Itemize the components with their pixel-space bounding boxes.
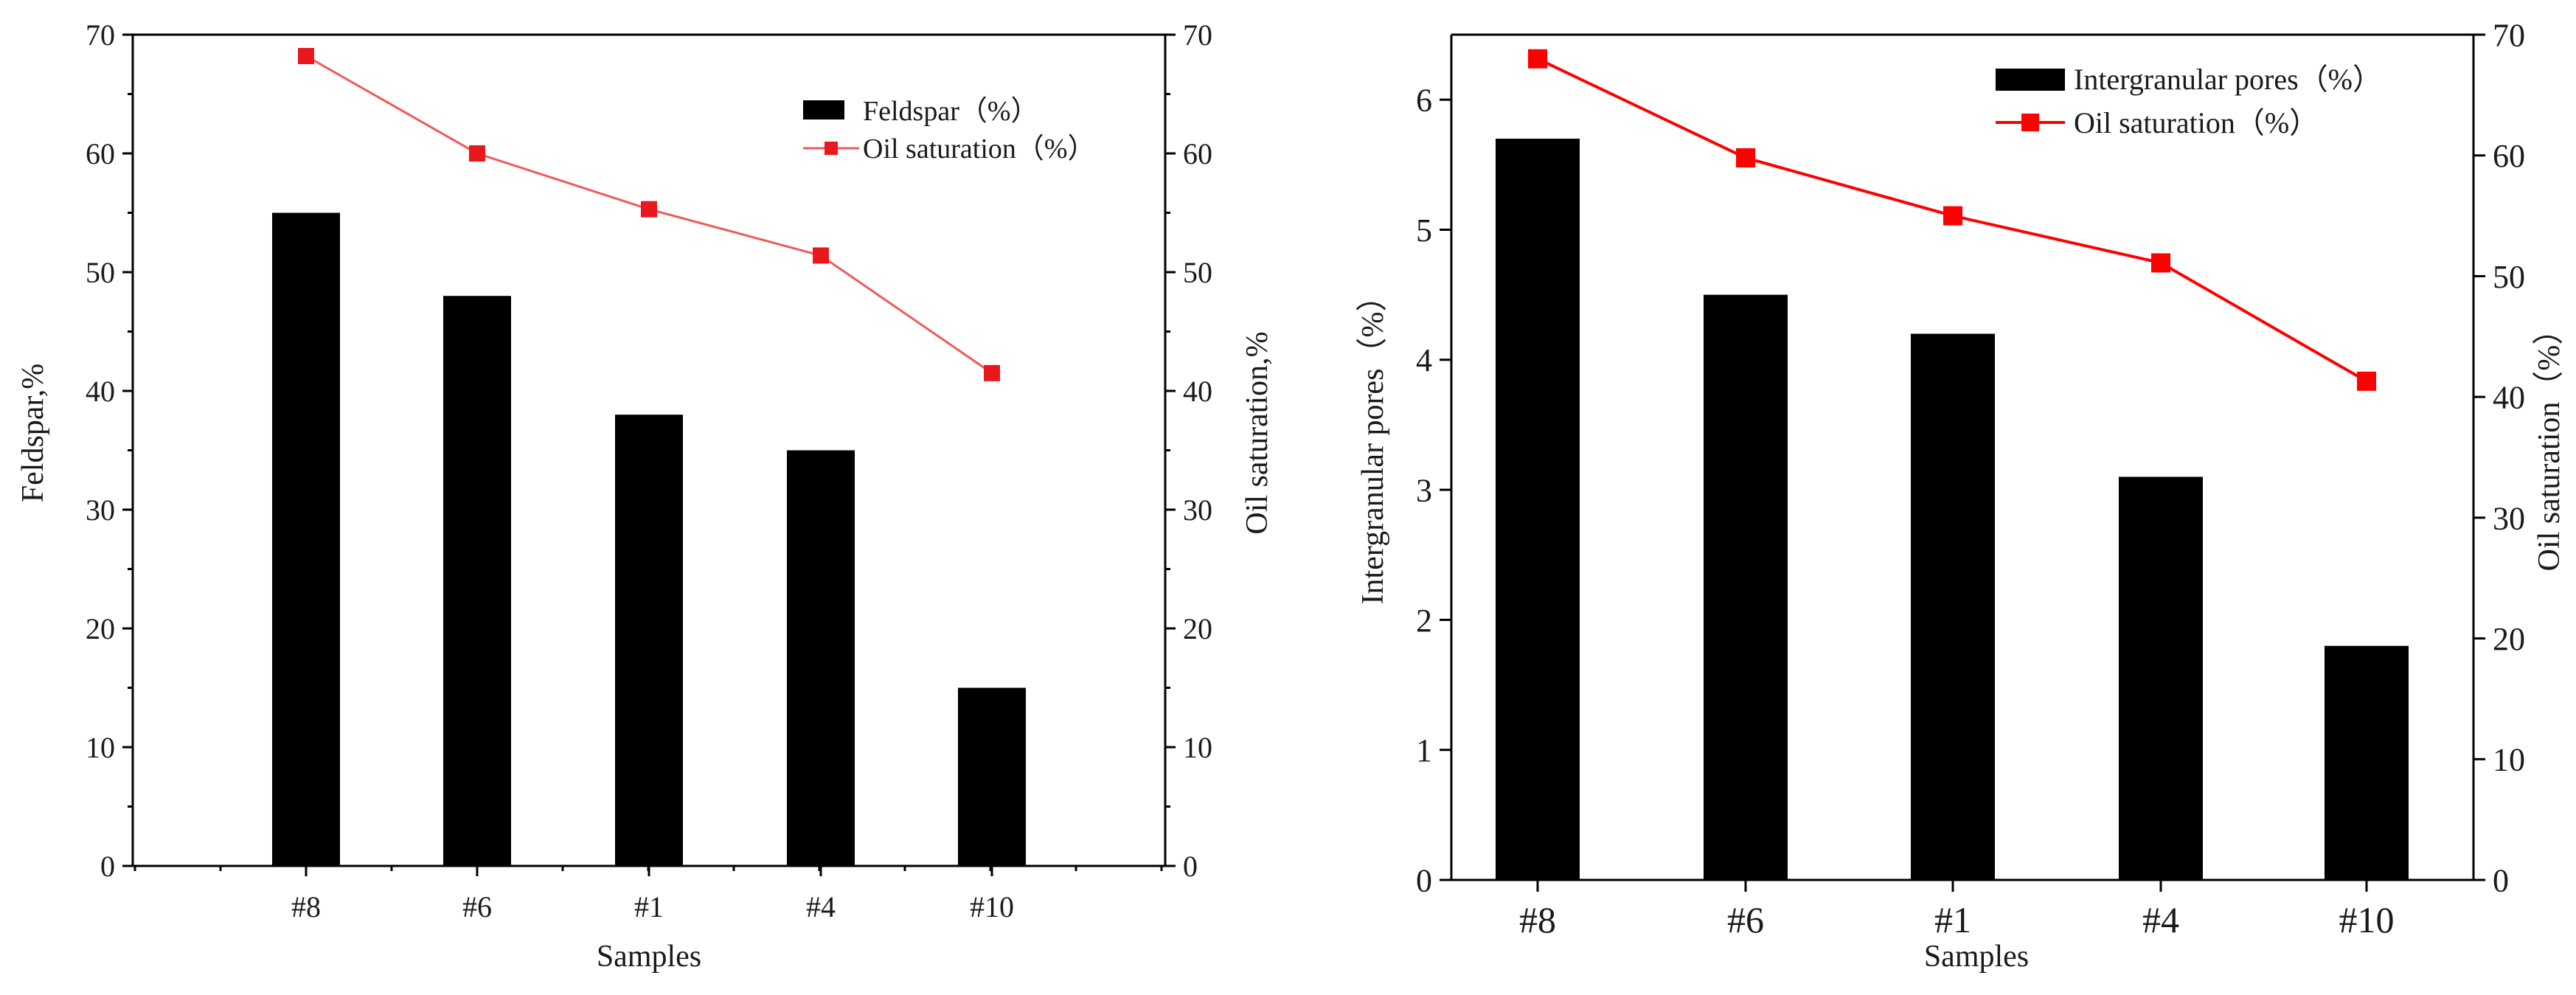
right-legend: Intergranular pores（%） Oil saturation（%） bbox=[1996, 63, 2382, 139]
left-x-tick-label: #4 bbox=[806, 890, 836, 923]
left-y-tick-label: 70 bbox=[86, 18, 115, 52]
feldspar-chart: 0 10 20 30 40 50 60 70 0 10 20 30 40 50 60 70 #8 #6 #1 #4 #1… bbox=[16, 18, 1274, 974]
right-oil-saturation-point-2 bbox=[1943, 206, 1962, 226]
right-x-tick-label: #8 bbox=[1519, 899, 1556, 940]
left-bar-2 bbox=[615, 415, 683, 866]
right-y-axis-label: Intergranular pores（%） bbox=[1356, 281, 1390, 605]
left-legend-line-marker bbox=[824, 142, 838, 155]
left-bar-0 bbox=[272, 212, 340, 866]
right-y-tick-label: 1 bbox=[1416, 732, 1432, 769]
right-x-axis-label: Samples bbox=[1924, 940, 2029, 974]
right-y-tick-label: 2 bbox=[1416, 603, 1432, 639]
left-oil-saturation-point-1 bbox=[469, 145, 485, 162]
left-legend-bar-label: Feldspar（%） bbox=[863, 96, 1039, 127]
right-y2-tick-label: 60 bbox=[2493, 138, 2525, 174]
left-y-tick-label: 0 bbox=[100, 850, 115, 883]
left-x-tick-label: #1 bbox=[634, 890, 664, 923]
left-y2-tick-label: 50 bbox=[1183, 256, 1212, 289]
left-y-tick-label: 50 bbox=[86, 256, 115, 289]
right-legend-line-label: Oil saturation（%） bbox=[2074, 106, 2319, 139]
left-oil-saturation-point-0 bbox=[298, 47, 314, 64]
left-x-tick-label: #10 bbox=[970, 890, 1014, 923]
left-oil-saturation-point-3 bbox=[813, 247, 829, 264]
left-y2-tick-label: 70 bbox=[1183, 18, 1212, 52]
right-legend-bar-label: Intergranular pores（%） bbox=[2074, 63, 2382, 96]
left-bar-3 bbox=[787, 450, 855, 866]
right-y-tick-label: 6 bbox=[1416, 83, 1432, 119]
right-chart-axes bbox=[1450, 33, 2475, 881]
left-y-tick-label: 30 bbox=[86, 493, 115, 527]
right-bar-1 bbox=[1704, 294, 1788, 881]
left-legend: Feldspar（%） Oil saturation（%） bbox=[803, 96, 1096, 164]
left-y-tick-label: 20 bbox=[86, 612, 115, 645]
right-oil-saturation-point-1 bbox=[1736, 148, 1755, 167]
right-legend-bar-swatch bbox=[1996, 69, 2065, 91]
right-x-tick-label: #6 bbox=[1727, 899, 1764, 940]
right-y2-tick-label: 70 bbox=[2493, 17, 2525, 53]
right-x-tick-label: #10 bbox=[2339, 899, 2395, 940]
right-bar-3 bbox=[2119, 476, 2203, 880]
left-y2-tick-label: 60 bbox=[1183, 137, 1212, 170]
right-y2-tick-label: 10 bbox=[2493, 742, 2525, 778]
left-y2-tick-label: 30 bbox=[1183, 493, 1212, 527]
left-y-tick-label: 60 bbox=[86, 137, 115, 170]
right-legend-line-marker bbox=[2021, 114, 2039, 131]
left-x-axis-label: Samples bbox=[597, 940, 701, 974]
left-bar-1 bbox=[443, 296, 511, 866]
left-y-tick-label: 40 bbox=[86, 375, 115, 408]
right-bar-0 bbox=[1496, 139, 1580, 881]
left-x-tick-label: #8 bbox=[291, 890, 321, 923]
right-y2-axis-label: Oil saturation（%） bbox=[2532, 314, 2566, 572]
right-oil-saturation-line bbox=[1528, 49, 2376, 391]
left-chart-ticks: 0 10 20 30 40 50 60 70 0 10 20 30 40 50 60 70 #8 #6 #1 #4 #1… bbox=[86, 18, 1212, 923]
right-oil-saturation-point-3 bbox=[2151, 253, 2170, 273]
left-bar-4 bbox=[958, 687, 1026, 866]
right-y2-tick-label: 20 bbox=[2493, 621, 2525, 657]
right-y2-tick-label: 50 bbox=[2493, 259, 2525, 295]
right-oil-saturation-point-0 bbox=[1528, 49, 1547, 69]
left-oil-saturation-point-4 bbox=[984, 364, 1000, 381]
pores-bars bbox=[1496, 139, 2409, 881]
right-y-tick-label: 4 bbox=[1416, 342, 1432, 378]
left-oil-saturation-line bbox=[298, 47, 1000, 381]
right-y2-tick-label: 30 bbox=[2493, 500, 2525, 536]
right-oil-saturation-point-4 bbox=[2357, 371, 2376, 391]
left-y2-tick-label: 0 bbox=[1183, 850, 1198, 883]
right-bar-4 bbox=[2325, 645, 2409, 880]
right-y2-tick-label: 0 bbox=[2493, 862, 2509, 898]
right-x-tick-label: #1 bbox=[1934, 899, 1971, 940]
left-y-axis-label: Feldspar,% bbox=[16, 364, 50, 502]
left-y-tick-label: 10 bbox=[86, 731, 115, 764]
left-y2-axis-label: Oil saturation,% bbox=[1240, 331, 1274, 534]
right-y-tick-label: 5 bbox=[1416, 212, 1432, 249]
feldspar-bars bbox=[272, 212, 1026, 866]
right-y-tick-label: 0 bbox=[1416, 862, 1432, 898]
left-oil-saturation-point-2 bbox=[641, 201, 657, 218]
right-y-tick-label: 3 bbox=[1416, 472, 1432, 508]
left-legend-bar-swatch bbox=[803, 100, 844, 119]
left-y2-tick-label: 10 bbox=[1183, 731, 1212, 764]
left-legend-line-label: Oil saturation（%） bbox=[863, 134, 1096, 164]
left-y2-tick-label: 40 bbox=[1183, 375, 1212, 408]
left-y2-tick-label: 20 bbox=[1183, 612, 1212, 645]
right-y2-tick-label: 40 bbox=[2493, 380, 2525, 416]
right-bar-2 bbox=[1911, 333, 1995, 880]
right-x-tick-label: #4 bbox=[2142, 899, 2179, 940]
left-x-tick-label: #6 bbox=[462, 890, 492, 923]
